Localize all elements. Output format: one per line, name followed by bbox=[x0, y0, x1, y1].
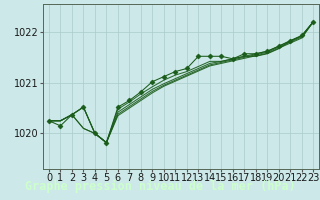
Text: Graphe pression niveau de la mer (hPa): Graphe pression niveau de la mer (hPa) bbox=[25, 180, 295, 193]
